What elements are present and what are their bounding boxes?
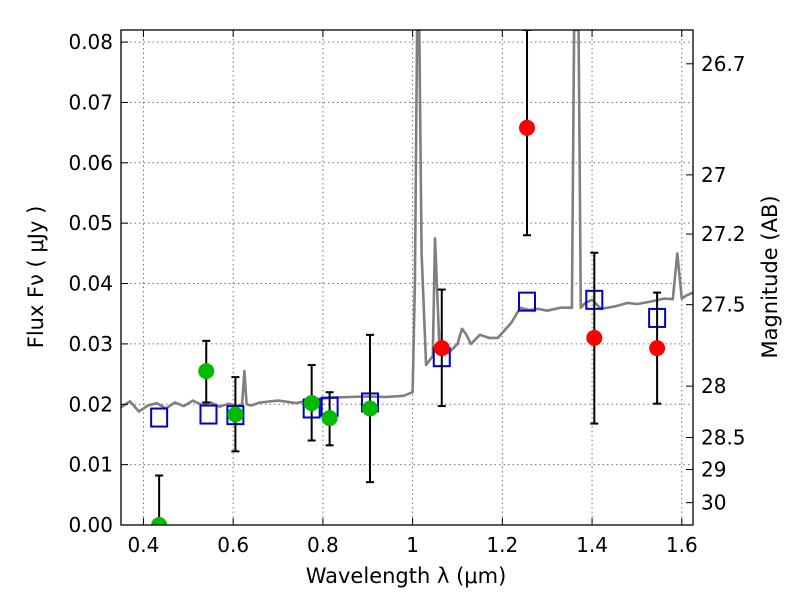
y-tick-label: 0.07 [68,90,113,114]
y-tick-label: 0.08 [68,30,113,54]
y2-tick-label: 27 [701,163,726,187]
optical-point [227,406,244,423]
optical-point [303,395,320,412]
y2-tick-label: 27.5 [701,293,746,317]
y2-tick-label: 29 [701,457,726,481]
x-axis-label: Wavelength λ (μm) [306,564,507,588]
infrared-point [586,329,603,346]
plot-frame [120,29,694,526]
plot-area [121,30,693,525]
model-point [518,291,537,312]
x-tick-label: 0.8 [307,533,339,557]
model-point [150,407,169,428]
x-tick-label: 0.6 [217,533,249,557]
y-tick-label: 0.04 [68,272,113,296]
optical-point [321,410,338,427]
infrared-point [649,340,666,357]
x-tick-label: 0.4 [128,533,160,557]
optical-point [198,363,215,380]
y-tick-label: 0.02 [68,392,113,416]
y-tick-label: 0.03 [68,332,113,356]
x-tick-label: 1.6 [666,533,698,557]
y-tick-label: 0.00 [68,513,113,537]
infrared-point [433,340,450,357]
y-tick-label: 0.01 [68,453,113,477]
optical-point [151,517,168,525]
y2-tick-label: 28.5 [701,425,746,449]
y2-tick-label: 30 [701,491,726,515]
model-point [199,404,218,425]
y-tick-label: 0.06 [68,151,113,175]
x-tick-label: 1.4 [576,533,608,557]
y2-tick-label: 27.2 [701,222,746,246]
x-tick-label: 1 [406,533,419,557]
y2-tick-label: 26.7 [701,52,746,76]
y2-axis-label: Magnitude (AB) [758,195,782,358]
infrared-point [519,119,536,136]
y2-tick-label: 28 [701,374,726,398]
y-axis-label: Flux Fν ( μJy ) [24,206,48,349]
optical-point [361,400,378,417]
y-tick-label: 0.05 [68,211,113,235]
axis-ticks: 0.4 0.6 0.8 1 1.2 1.4 1.6 0.00 0.01 0.02 0.03 0.04 0… [68,30,746,557]
x-tick-label: 1.2 [486,533,518,557]
